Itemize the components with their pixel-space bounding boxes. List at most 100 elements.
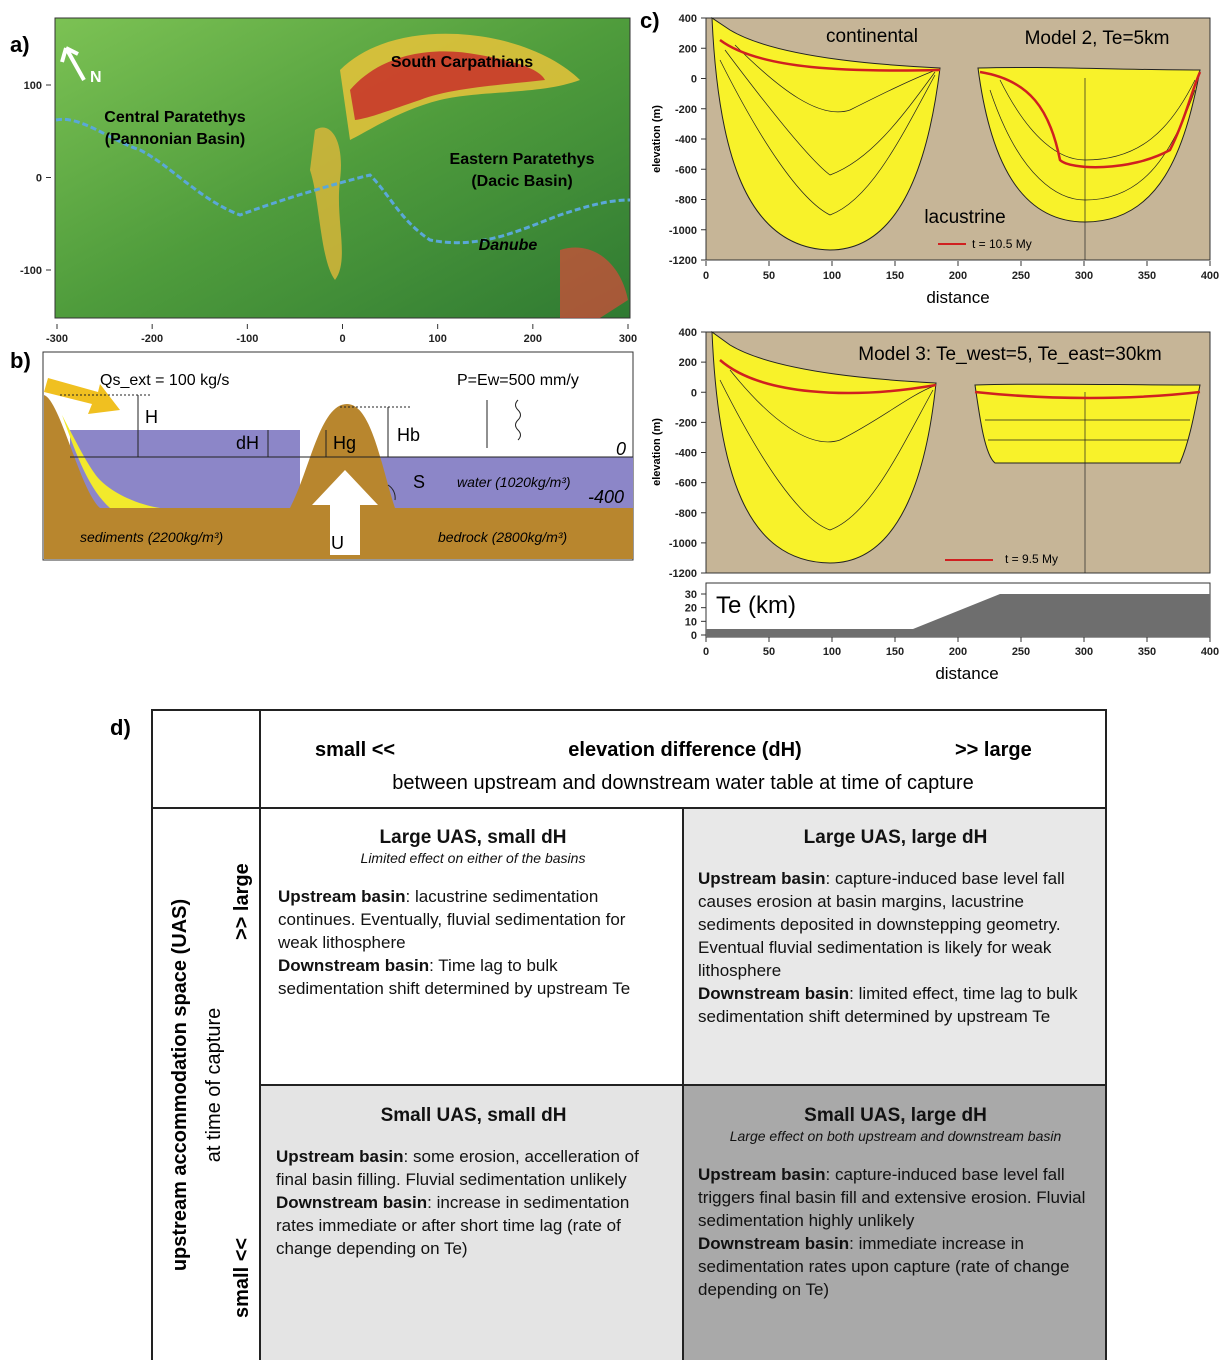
- x-tick-label: 50: [763, 646, 775, 658]
- y-tick-label: -1200: [669, 255, 697, 267]
- y-axis-label: elevation (m): [651, 105, 663, 173]
- x-tick-label: 200: [949, 270, 967, 282]
- header-label: >> large: [955, 739, 1032, 761]
- paragraph-heading: Upstream basin: [278, 887, 406, 906]
- y-axis-label: elevation (m): [651, 418, 663, 486]
- y-tick-label: -1200: [669, 568, 697, 580]
- x-tick-label: 0: [339, 333, 345, 345]
- y-tick-label: 0: [691, 74, 697, 86]
- x-tick-label: 350: [1138, 270, 1156, 282]
- annotation: continental: [826, 26, 918, 47]
- annotation: lacustrine: [924, 207, 1005, 228]
- cell-title: Small UAS, small dH: [276, 1104, 671, 1127]
- annotation: Qs_ext = 100 kg/s: [100, 372, 229, 389]
- spacer: [278, 867, 668, 885]
- cell-paragraph: Downstream basin: Time lag to bulk sedim…: [278, 954, 668, 1000]
- y-tick-label: 20: [685, 603, 697, 615]
- panel-label: c): [640, 8, 660, 33]
- legend-label: t = 9.5 My: [1005, 552, 1058, 566]
- y-tick-label: 10: [685, 616, 697, 628]
- symbol: H: [145, 407, 158, 427]
- row-axis-subtitle: at time of capture: [203, 1008, 225, 1163]
- x-tick-label: 350: [1138, 646, 1156, 658]
- x-tick-label: -300: [46, 333, 68, 345]
- paragraph-heading: Upstream basin: [698, 869, 826, 888]
- y-tick-label: 400: [679, 13, 697, 25]
- row-axis-label: small <<: [231, 1238, 253, 1318]
- level-label: -400: [588, 487, 624, 507]
- cell-paragraph: Upstream basin: capture-induced base lev…: [698, 1163, 1093, 1232]
- row-axis-label: >> large: [231, 863, 253, 940]
- row-axis-title: upstream accommodation space (UAS): [169, 899, 191, 1271]
- cell-paragraph: Upstream basin: capture-induced base lev…: [698, 867, 1093, 982]
- cell-title: Small UAS, large dH: [698, 1104, 1093, 1127]
- panel-label: d): [110, 715, 131, 740]
- symbol: U: [331, 533, 344, 553]
- y-tick-label: -100: [20, 265, 42, 277]
- cell-paragraph: Upstream basin: lacustrine sedimentation…: [278, 885, 668, 954]
- y-tick-label: 200: [679, 357, 697, 369]
- plot-title: Te (km): [716, 592, 796, 619]
- y-tick-label: -400: [675, 448, 697, 460]
- x-tick-label: 300: [1075, 270, 1093, 282]
- spacer: [276, 1127, 671, 1145]
- y-tick-label: -600: [675, 478, 697, 490]
- header-label: small <<: [315, 739, 395, 761]
- paragraph-heading: Upstream basin: [276, 1147, 404, 1166]
- annotation: P=Ew=500 mm/y: [457, 372, 579, 389]
- paragraph-heading: Upstream basin: [698, 1165, 826, 1184]
- x-tick-label: 50: [763, 270, 775, 282]
- x-tick-label: 250: [1012, 270, 1030, 282]
- y-tick-label: 0: [36, 173, 42, 185]
- x-tick-label: 150: [886, 646, 904, 658]
- header-label: elevation difference (dH): [568, 739, 801, 761]
- cell-title: Large UAS, small dH: [278, 826, 668, 849]
- y-tick-label: -200: [675, 104, 697, 116]
- spacer: [698, 849, 1093, 867]
- paragraph-heading: Downstream basin: [276, 1193, 427, 1212]
- x-axis-label: distance: [935, 664, 998, 683]
- page: a) N South Carpathians Central Paratethy…: [0, 0, 1229, 1360]
- x-tick-label: 200: [949, 646, 967, 658]
- spacer: [698, 1145, 1093, 1163]
- place-label: Eastern Paratethys: [450, 151, 595, 168]
- x-tick-label: 100: [428, 333, 446, 345]
- north-label: N: [90, 69, 102, 86]
- x-tick-label: 250: [1012, 646, 1030, 658]
- symbol: Hg: [333, 433, 356, 453]
- place-label: South Carpathians: [391, 54, 533, 71]
- cell-paragraph: Downstream basin: limited effect, time l…: [698, 982, 1093, 1028]
- paragraph-heading: Downstream basin: [698, 1234, 849, 1253]
- x-tick-label: 100: [823, 646, 841, 658]
- x-tick-label: -100: [236, 333, 258, 345]
- y-tick-label: 400: [679, 327, 697, 339]
- plot-title: Model 3: Te_west=5, Te_east=30km: [858, 344, 1162, 365]
- model-3-plot: [706, 332, 1210, 573]
- x-tick-label: 100: [823, 270, 841, 282]
- x-tick-label: 0: [703, 270, 709, 282]
- x-axis-label: distance: [926, 288, 989, 307]
- symbol: Hb: [397, 425, 420, 445]
- table-cell: Small UAS, small dHUpstream basin: some …: [276, 1104, 671, 1260]
- y-tick-label: -1000: [669, 538, 697, 550]
- legend-label: t = 10.5 My: [972, 237, 1032, 251]
- y-tick-label: -800: [675, 195, 697, 207]
- x-tick-label: -200: [141, 333, 163, 345]
- place-label: Danube: [479, 237, 538, 254]
- y-tick-label: -600: [675, 164, 697, 176]
- y-tick-label: 200: [679, 43, 697, 55]
- header-subtitle: between upstream and downstream water ta…: [392, 772, 973, 794]
- place-label: (Dacic Basin): [471, 173, 572, 190]
- plot-title: Model 2, Te=5km: [1025, 28, 1170, 49]
- paragraph-heading: Downstream basin: [278, 956, 429, 975]
- cell-subtitle: Limited effect on either of the basins: [278, 849, 668, 867]
- y-tick-label: -200: [675, 417, 697, 429]
- x-tick-label: 150: [886, 270, 904, 282]
- annotation: sediments (2200kg/m³): [80, 529, 223, 545]
- cell-paragraph: Downstream basin: immediate increase in …: [698, 1232, 1093, 1301]
- panel-label: b): [10, 348, 31, 373]
- annotation: water (1020kg/m³): [457, 474, 571, 490]
